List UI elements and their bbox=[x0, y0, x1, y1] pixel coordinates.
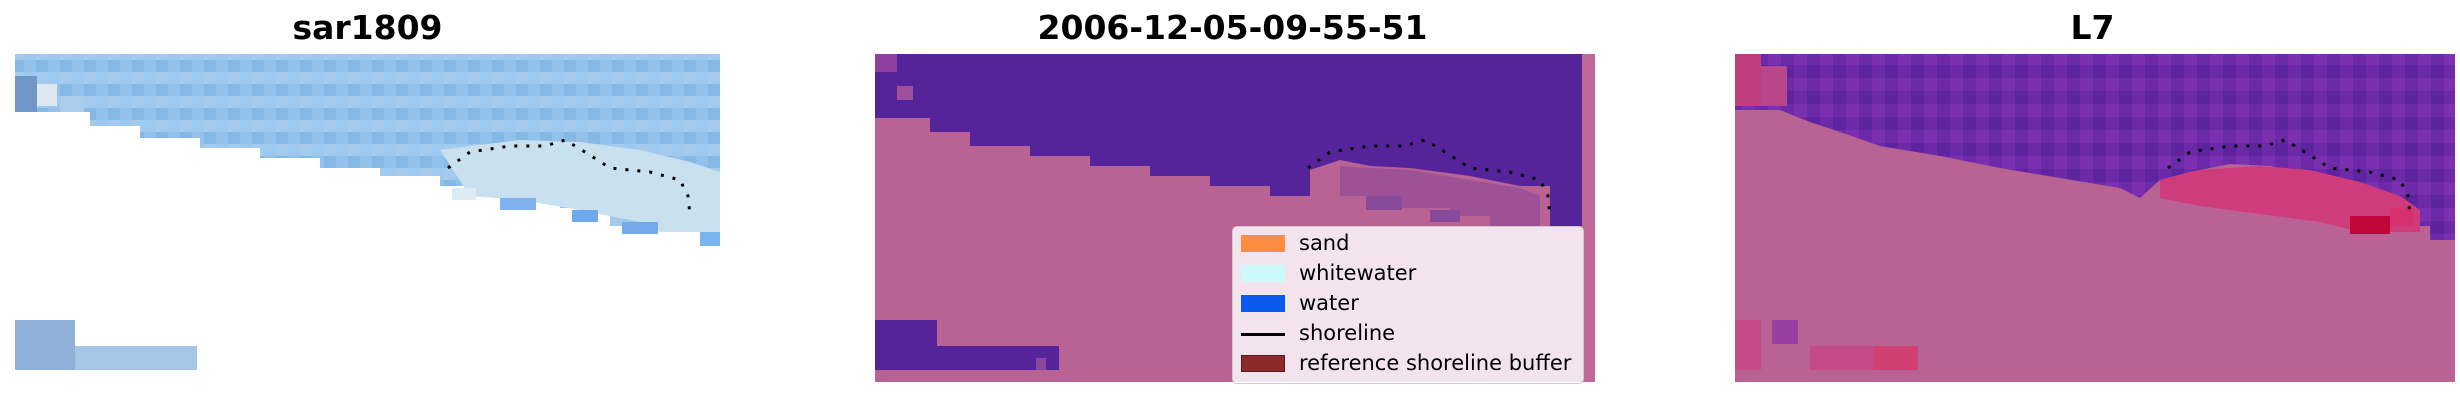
legend-buffer-patch bbox=[1241, 355, 1285, 372]
panel-sar1809-image bbox=[15, 54, 720, 370]
l7-red-region bbox=[2160, 166, 2420, 232]
sar1809-bright-water bbox=[440, 140, 720, 246]
panel-title-sar1809: sar1809 bbox=[292, 8, 443, 47]
legend-sand-label: sand bbox=[1299, 231, 1350, 255]
classification-shoreline bbox=[1307, 138, 1552, 216]
sar1809-shoreline bbox=[447, 138, 692, 216]
legend-buffer-label: reference shoreline buffer bbox=[1299, 351, 1572, 375]
l7-water-region bbox=[1735, 54, 2455, 240]
legend-water-patch bbox=[1241, 295, 1285, 312]
legend-water-label: water bbox=[1299, 291, 1359, 315]
legend-whitewater-label: whitewater bbox=[1299, 261, 1417, 285]
classification-mid-region bbox=[1340, 166, 1540, 226]
panel-title-date: 2006-12-05-09-55-51 bbox=[1037, 8, 1428, 47]
classification-water-region bbox=[875, 54, 1582, 226]
panel-title-l7: L7 bbox=[2070, 8, 2115, 47]
legend-whitewater-patch bbox=[1241, 265, 1285, 282]
sar1809-sky-region bbox=[15, 54, 720, 246]
legend-shoreline-line bbox=[1241, 333, 1285, 336]
legend: sand whitewater water shoreline referenc… bbox=[1232, 226, 1584, 384]
l7-shoreline bbox=[2167, 138, 2412, 216]
legend-shoreline-label: shoreline bbox=[1299, 321, 1396, 345]
panel-l7-image bbox=[1735, 54, 2455, 382]
legend-sand-patch bbox=[1241, 235, 1285, 252]
